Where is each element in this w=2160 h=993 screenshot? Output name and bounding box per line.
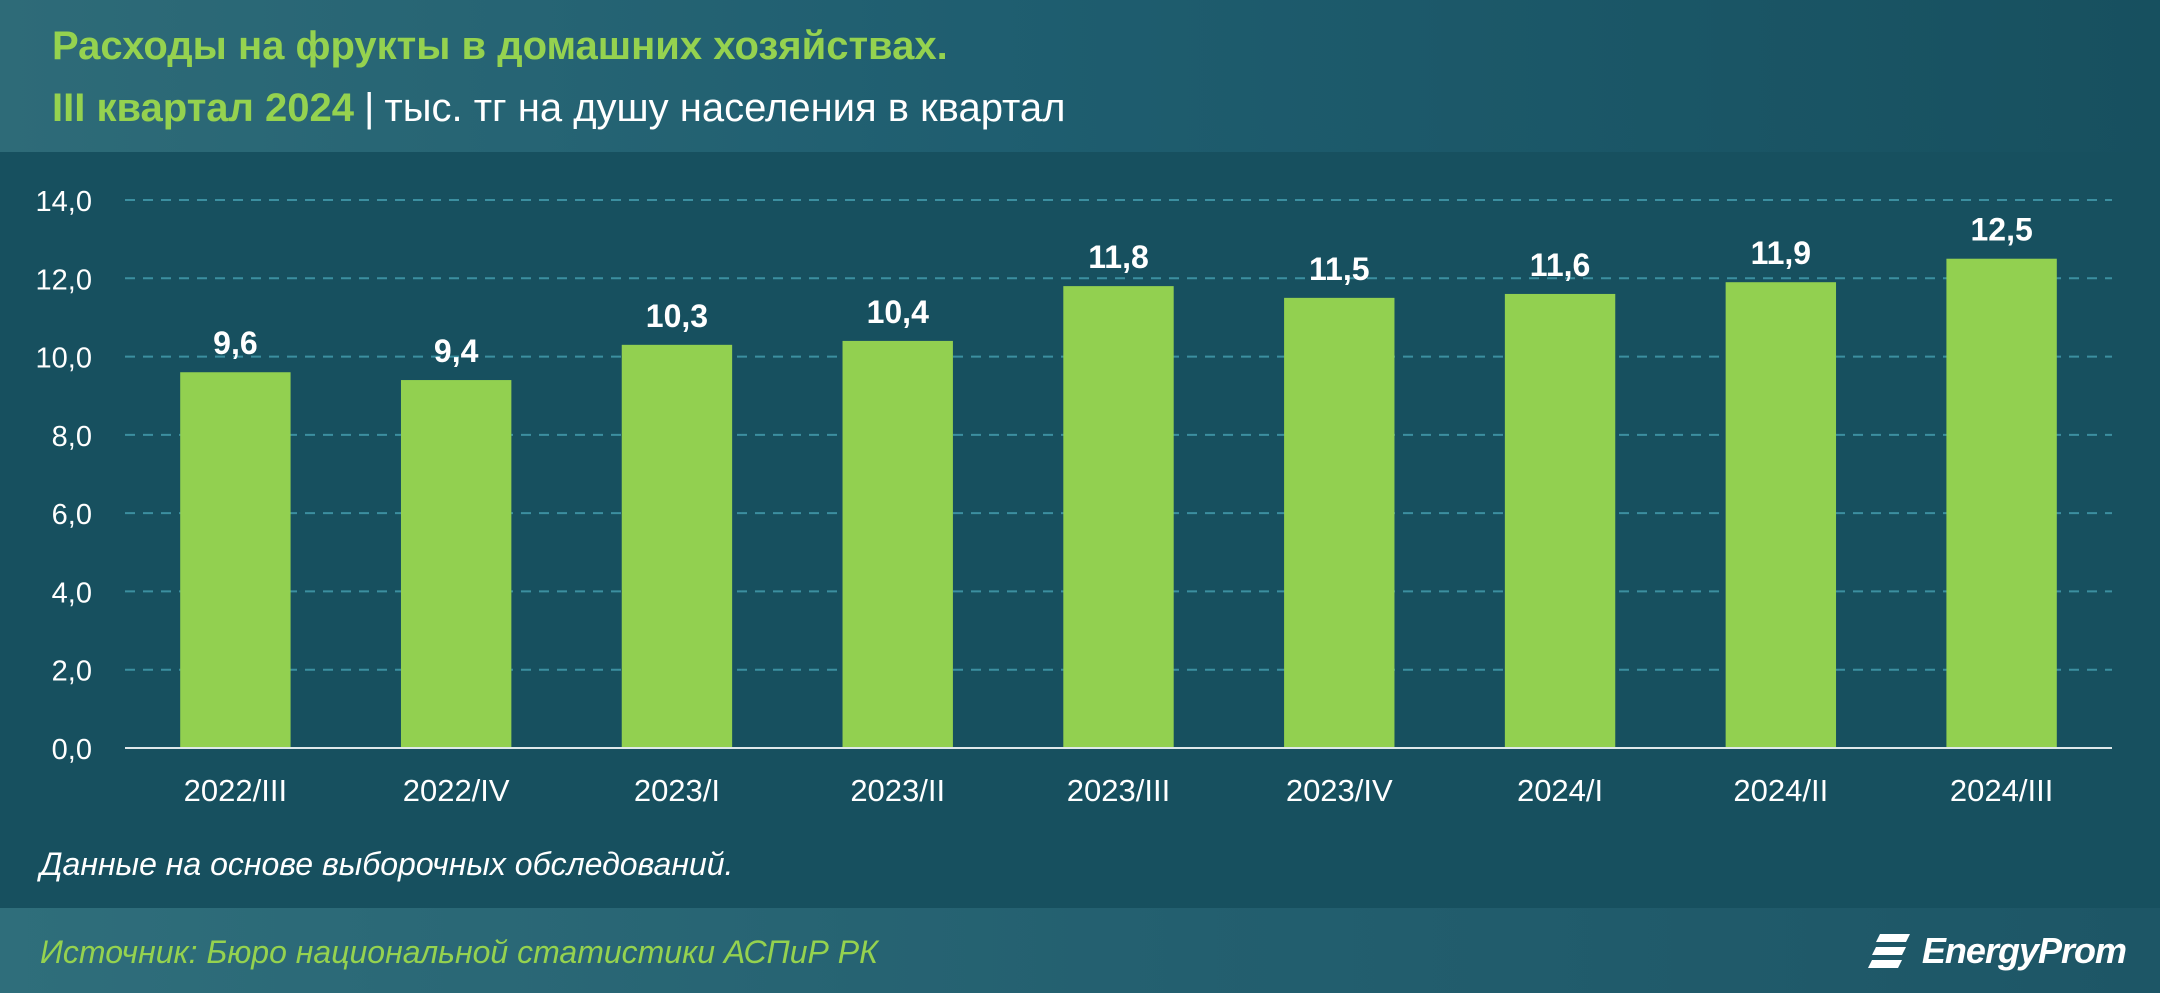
period-label: III квартал 2024: [52, 86, 355, 130]
data-label: 11,5: [1309, 251, 1370, 287]
bar: [1284, 297, 1395, 748]
title-separator: |: [364, 86, 375, 130]
bar: [1063, 286, 1174, 748]
unit-label: тыс. тг на душу населения в квартал: [384, 86, 1066, 130]
x-axis-ticks: 2022/III 2022/IV 2023/I 2023/II 2023/III 2023…: [184, 773, 2054, 808]
bar: [1725, 282, 1837, 748]
chart-subtitle: III квартал 2024 | тыс. тг на душу населен…: [52, 86, 1066, 131]
chart-note: Данные на основе выборочных обследований…: [40, 846, 734, 882]
x-tick-label: 2024/II: [1733, 773, 1828, 808]
x-tick-label: 2024/III: [1950, 773, 2053, 808]
y-tick-label: 6,0: [52, 499, 92, 531]
energyprom-logo-icon: [1867, 934, 1910, 968]
x-tick-label: 2023/III: [1067, 773, 1170, 808]
data-label: 11,6: [1530, 247, 1591, 283]
y-axis-ticks: 0,0 2,0 4,0 6,0 8,0 10,0 12,0 14,0: [36, 186, 92, 766]
source-text: Источник: Бюро национальной статистики А…: [40, 934, 878, 970]
data-label: 11,8: [1088, 239, 1149, 275]
x-tick-label: 2022/III: [184, 773, 287, 808]
bar: [1946, 258, 2057, 748]
y-tick-label: 14,0: [36, 186, 92, 218]
bar: [621, 344, 733, 748]
bars: [180, 258, 2057, 748]
y-tick-label: 2,0: [52, 656, 92, 688]
bar: [1504, 293, 1616, 748]
data-label: 9,6: [213, 325, 257, 361]
x-tick-label: 2023/I: [634, 773, 720, 808]
data-label: 9,4: [434, 333, 479, 369]
chart-header: Расходы на фрукты в домашних хозяйствах.…: [0, 0, 2160, 152]
data-label: 10,3: [646, 298, 708, 334]
y-tick-label: 4,0: [52, 577, 92, 609]
x-tick-label: 2024/I: [1517, 773, 1603, 808]
data-labels: 9,6 9,4 10,3 10,4 11,8 11,5 11,6 11,9 12,5: [213, 212, 2033, 369]
y-tick-label: 0,0: [52, 734, 92, 766]
bar: [400, 380, 512, 748]
x-tick-label: 2022/IV: [403, 773, 510, 808]
x-tick-label: 2023/II: [850, 773, 945, 808]
bar: [180, 372, 291, 748]
data-label: 11,9: [1751, 235, 1812, 271]
energyprom-logo: EnergyProm: [1866, 926, 2127, 976]
data-label: 12,5: [1970, 212, 2032, 248]
logo-text: EnergyProm: [1921, 930, 2127, 971]
y-tick-label: 12,0: [36, 264, 92, 296]
data-label: 10,4: [867, 294, 929, 330]
y-tick-label: 10,0: [36, 343, 92, 375]
chart-title: Расходы на фрукты в домашних хозяйствах.: [52, 24, 948, 68]
x-tick-label: 2023/IV: [1286, 773, 1393, 808]
chart-footer: Источник: Бюро национальной статистики А…: [0, 908, 2160, 993]
y-tick-label: 8,0: [52, 421, 92, 453]
bar: [842, 340, 953, 748]
bar-chart: 0,0 2,0 4,0 6,0 8,0 10,0 12,0 14,0 9,6 9,4 10,3 10…: [36, 186, 2112, 808]
